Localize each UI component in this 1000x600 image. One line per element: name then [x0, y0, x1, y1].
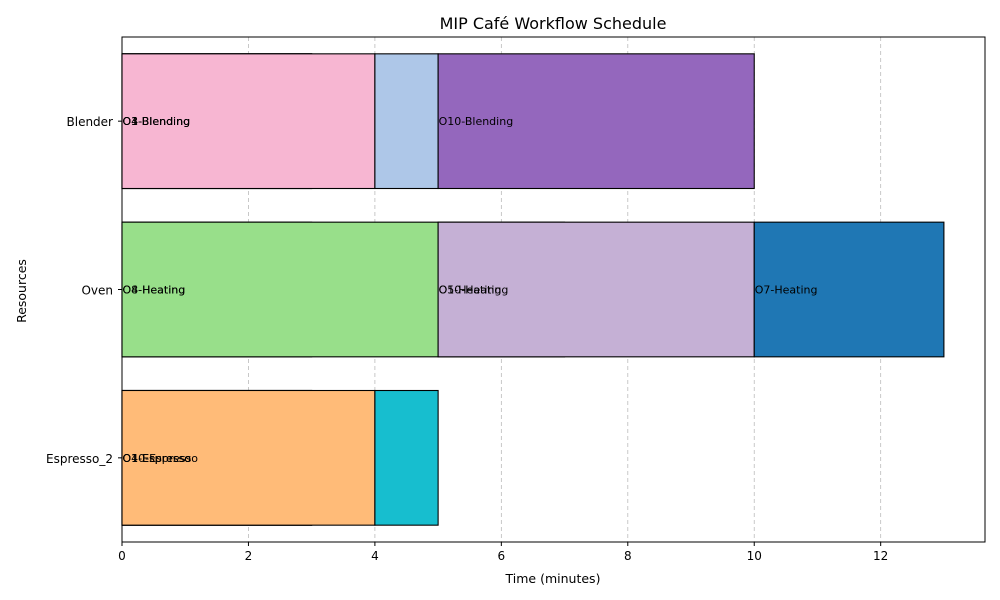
task-bar — [753, 221, 945, 358]
y-axis-label: Resources — [14, 259, 29, 323]
x-tick-label: 6 — [498, 549, 506, 563]
x-tick-label: 0 — [118, 549, 126, 563]
task-label: O3-Blending — [123, 115, 191, 128]
task-label: O1-Espresso — [123, 452, 192, 465]
task-label: O10-Espresso — [123, 452, 199, 465]
x-tick-label: 4 — [371, 549, 379, 563]
task-label: O5-Heating — [439, 284, 502, 297]
task-bar — [374, 53, 439, 190]
y-axis-ticks: Espresso_2 Oven Blender — [46, 115, 122, 466]
task-bar — [121, 389, 376, 526]
task-label: O1-Blending — [123, 115, 191, 128]
task-bar — [437, 53, 755, 190]
x-tick-label: 12 — [873, 549, 888, 563]
x-axis-ticks: 0 2 4 6 8 10 12 — [118, 542, 888, 563]
task-bar — [121, 53, 376, 190]
task-bar — [437, 221, 755, 358]
x-axis-label: Time (minutes) — [505, 571, 601, 586]
task-bar — [121, 221, 439, 358]
task-label: O4-Heating — [123, 284, 186, 297]
task-label: O10-Blending — [439, 115, 514, 128]
y-tick-label: Oven — [81, 284, 113, 298]
task-label: O7-Heating — [755, 284, 818, 297]
y-tick-label: Espresso_2 — [46, 452, 113, 466]
task-label: O4-Espresso — [123, 452, 192, 465]
task-label: O4-Blending — [123, 115, 191, 128]
task-bars — [121, 53, 945, 526]
task-label: O10-Heating — [439, 284, 509, 297]
y-tick-label: Blender — [67, 115, 114, 129]
chart-title: MIP Café Workflow Schedule — [440, 14, 667, 33]
task-label: O8-Heating — [123, 284, 186, 297]
task-bar — [374, 389, 439, 526]
x-tick-label: 2 — [245, 549, 253, 563]
x-tick-label: 10 — [747, 549, 762, 563]
x-tick-label: 8 — [624, 549, 632, 563]
